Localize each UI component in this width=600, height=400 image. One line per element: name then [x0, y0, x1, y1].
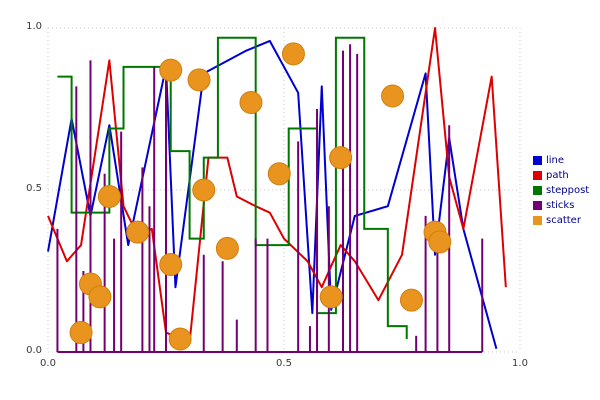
legend-label-sticks: sticks — [546, 200, 575, 211]
legend-swatch-path — [533, 171, 542, 180]
x-tick-label-1: 0.5 — [276, 358, 292, 369]
legend-swatch-sticks — [533, 201, 542, 210]
legend-item-path: path — [533, 170, 589, 181]
legend-swatch-scatter — [533, 216, 542, 225]
x-tick-label-2: 1.0 — [512, 358, 528, 369]
legend-swatch-steppost — [533, 186, 542, 195]
legend-label-line: line — [546, 155, 565, 166]
legend: line path steppost sticks scatter — [533, 155, 589, 226]
legend-label-path: path — [546, 170, 569, 181]
legend-item-line: line — [533, 155, 589, 166]
legend-label-scatter: scatter — [546, 215, 581, 226]
legend-item-sticks: sticks — [533, 200, 589, 211]
legend-item-scatter: scatter — [533, 215, 589, 226]
legend-swatch-line — [533, 156, 542, 165]
x-tick-label-0: 0.0 — [40, 358, 56, 369]
legend-label-steppost: steppost — [546, 185, 590, 196]
legend-item-steppost: steppost — [533, 185, 589, 196]
y-tick-label-2: 1.0 — [26, 21, 42, 32]
y-tick-label-0: 0.0 — [26, 345, 42, 356]
y-tick-label-1: 0.5 — [26, 183, 42, 194]
